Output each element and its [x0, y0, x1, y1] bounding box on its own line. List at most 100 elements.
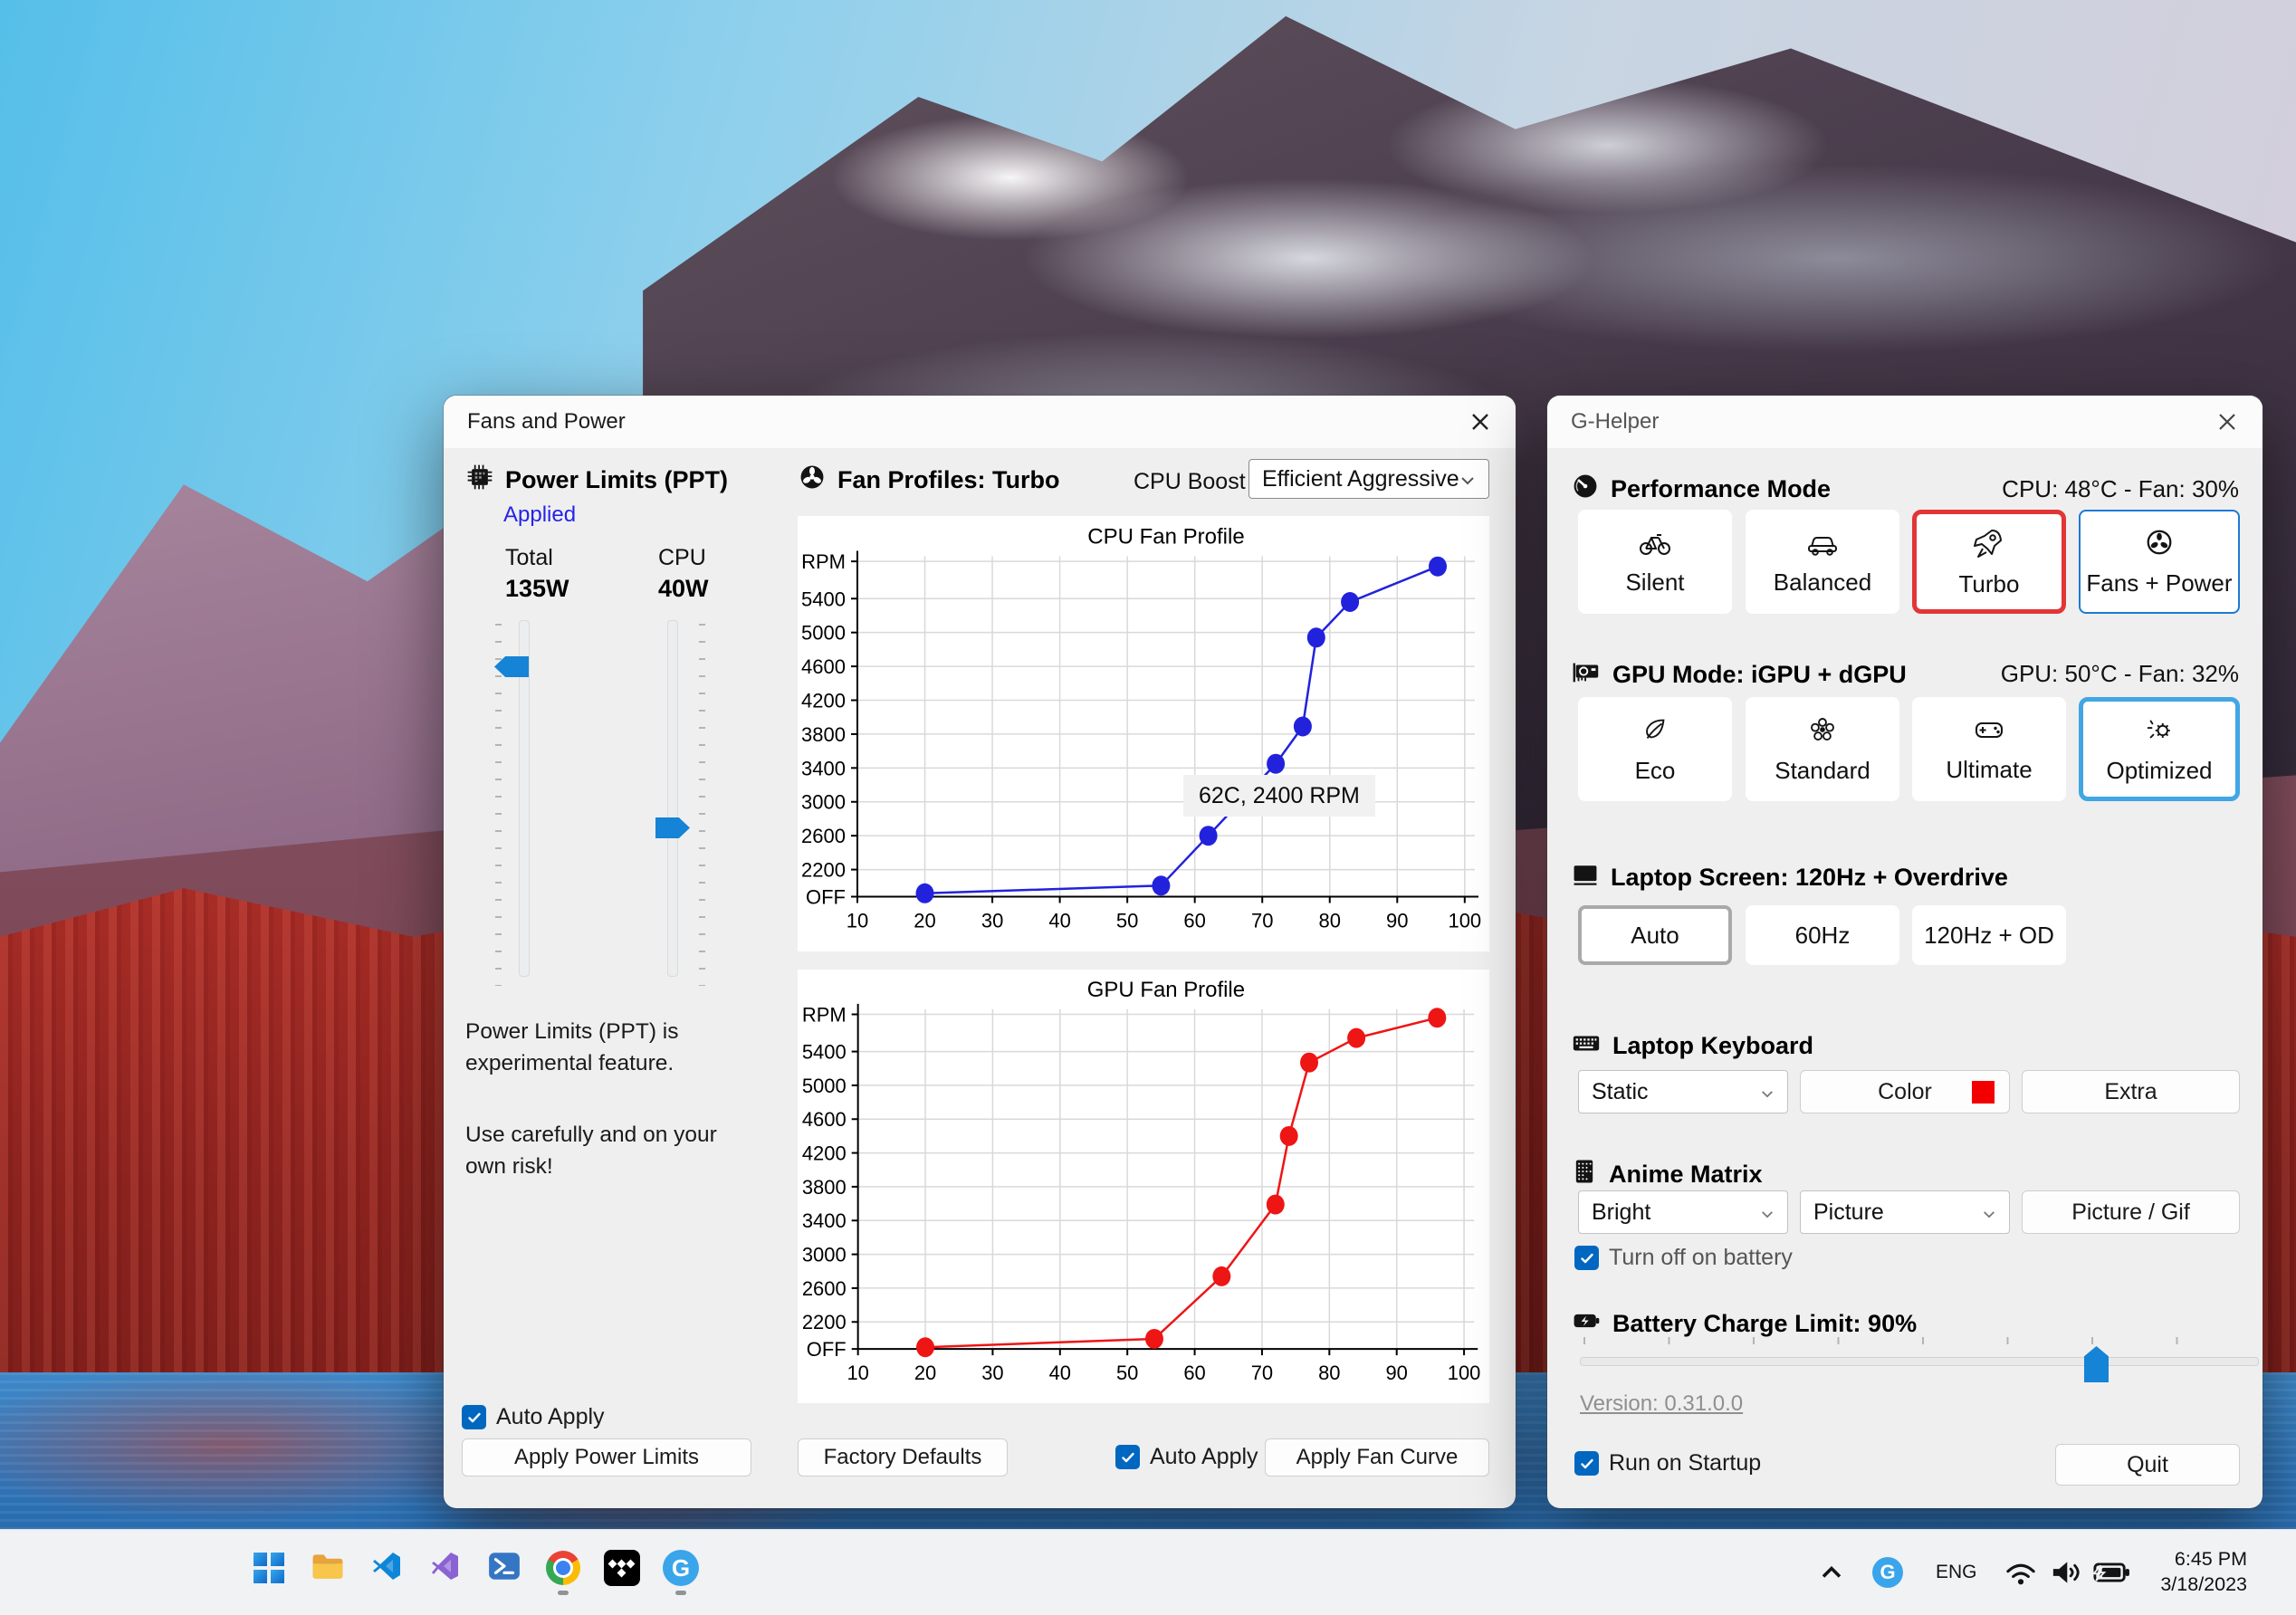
screen-option-60hz[interactable]: 60Hz — [1746, 905, 1899, 965]
mode-card-silent[interactable]: Silent — [1578, 510, 1732, 614]
svg-text:4200: 4200 — [802, 1142, 847, 1165]
mode-card-fans-power[interactable]: Fans + Power — [2079, 510, 2240, 614]
anime-matrix-header: Anime Matrix — [1571, 1157, 1763, 1192]
clock[interactable]: 6:45 PM 3/18/2023 — [2160, 1546, 2247, 1597]
battery-slider-thumb[interactable] — [2084, 1346, 2109, 1382]
close-icon[interactable] — [2212, 406, 2243, 437]
fans-window-titlebar[interactable]: Fans and Power — [444, 396, 1516, 448]
fans-and-power-window: Fans and Power Power Limits (PPT) Applie… — [444, 396, 1516, 1508]
keyboard-color-button[interactable]: Color — [1800, 1070, 2010, 1113]
svg-text:50: 50 — [1116, 910, 1138, 932]
power-auto-apply-label: Auto Apply — [496, 1404, 605, 1429]
svg-text:3000: 3000 — [802, 1244, 847, 1266]
start-button[interactable] — [240, 1539, 298, 1597]
volume-icon[interactable] — [2048, 1530, 2084, 1615]
power-limits-header: Power Limits (PPT) — [465, 463, 728, 498]
fan-auto-apply-row: Auto Apply — [1115, 1444, 1258, 1470]
svg-text:2200: 2200 — [801, 859, 846, 882]
version-link[interactable]: Version: 0.31.0.0 — [1580, 1391, 1744, 1416]
vscode-button[interactable] — [358, 1539, 416, 1597]
anime-brightness-select[interactable]: Bright — [1578, 1190, 1788, 1234]
svg-text:20: 20 — [914, 910, 935, 932]
gpu-card-ultimate[interactable]: Ultimate — [1912, 697, 2066, 801]
battery-tray-icon[interactable] — [2091, 1530, 2131, 1615]
svg-text:3400: 3400 — [802, 1209, 847, 1232]
powershell-button[interactable] — [475, 1539, 533, 1597]
total-slider-thumb[interactable] — [494, 656, 529, 677]
cpu-slider-track[interactable] — [667, 620, 678, 977]
svg-text:30: 30 — [981, 910, 1003, 932]
anime-mode-select[interactable]: Picture — [1800, 1190, 2010, 1234]
keyboard-mode-select[interactable]: Static — [1578, 1070, 1788, 1113]
total-slider-ticks — [495, 624, 502, 986]
svg-text:4600: 4600 — [801, 655, 846, 678]
mode-card-turbo[interactable]: Turbo — [1912, 510, 2066, 614]
battery-slider-track[interactable] — [1580, 1357, 2259, 1366]
g-helper-window: G-Helper Performance Mode CPU: 48°C - Fa… — [1547, 396, 2263, 1508]
powershell-icon — [487, 1549, 521, 1588]
fan-auto-apply-checkbox[interactable] — [1115, 1445, 1140, 1469]
cpu-value: 40W — [658, 575, 709, 602]
gpu-fan-chart[interactable]: 10 20 30 40 50 60 70 80 90 100 OFF 2200 2600 3000 3400… — [798, 970, 1489, 1403]
mode-card-balanced[interactable]: Balanced — [1746, 510, 1899, 614]
gpu-card-optimized[interactable]: Optimized — [2079, 697, 2240, 801]
cpu-boost-select[interactable]: Efficient Aggressive — [1248, 459, 1489, 499]
chrome-button[interactable] — [534, 1539, 592, 1597]
gauge-icon — [1571, 472, 1600, 507]
taskbar: G G ENG 6:45 PM 3/18/2023 — [0, 1529, 2296, 1615]
svg-text:40: 40 — [1049, 1362, 1071, 1384]
chevron-down-icon — [1982, 1199, 1996, 1226]
wifi-icon[interactable] — [2003, 1530, 2039, 1615]
svg-text:3800: 3800 — [801, 723, 846, 746]
screen-option-auto[interactable]: Auto — [1578, 905, 1732, 965]
total-slider-track[interactable] — [519, 620, 530, 977]
svg-text:100: 100 — [1448, 910, 1481, 932]
fans-window-title: Fans and Power — [467, 409, 626, 434]
svg-text:2600: 2600 — [801, 825, 846, 847]
apply-fan-curve-button[interactable]: Apply Fan Curve — [1265, 1438, 1489, 1476]
cpu-slider-ticks — [699, 624, 705, 986]
close-icon[interactable] — [1465, 406, 1496, 437]
applied-status[interactable]: Applied — [503, 502, 577, 527]
file-explorer-button[interactable] — [299, 1539, 357, 1597]
g-helper-tray-icon[interactable]: G — [1872, 1530, 1903, 1615]
gpu-temp-fan-status: GPU: 50°C - Fan: 32% — [2000, 660, 2239, 687]
visual-studio-icon — [429, 1550, 462, 1587]
tidal-button[interactable] — [593, 1539, 651, 1597]
svg-text:GPU Fan Profile: GPU Fan Profile — [1087, 978, 1245, 1002]
power-auto-apply-checkbox[interactable] — [462, 1405, 486, 1429]
gamepad-icon — [1972, 715, 2006, 749]
svg-text:OFF: OFF — [806, 886, 846, 909]
visual-studio-button[interactable] — [416, 1539, 474, 1597]
power-auto-apply-row: Auto Apply — [462, 1404, 605, 1430]
gpu-card-icon — [1571, 656, 1602, 693]
auto-optimize-icon — [2144, 714, 2175, 750]
svg-text:4600: 4600 — [802, 1108, 847, 1131]
svg-text:2200: 2200 — [802, 1311, 847, 1333]
flower-icon — [1807, 714, 1838, 750]
anime-picture-gif-button[interactable]: Picture / Gif — [2022, 1190, 2240, 1234]
fan-profiles-header: Fan Profiles: Turbo — [798, 463, 1060, 498]
factory-defaults-button[interactable]: Factory Defaults — [798, 1438, 1008, 1476]
fan-icon — [2144, 527, 2175, 562]
cpu-label: CPU — [658, 545, 706, 570]
keyboard-extra-button[interactable]: Extra — [2022, 1070, 2240, 1113]
svg-text:80: 80 — [1318, 1362, 1340, 1384]
apply-power-limits-button[interactable]: Apply Power Limits — [462, 1438, 751, 1476]
gpu-card-eco[interactable]: Eco — [1578, 697, 1732, 801]
turn-off-on-battery-checkbox[interactable] — [1574, 1246, 1599, 1270]
cpu-slider-thumb[interactable] — [655, 817, 690, 838]
g-helper-button[interactable]: G — [652, 1539, 710, 1597]
chrome-icon — [546, 1551, 580, 1585]
run-on-startup-checkbox[interactable] — [1574, 1451, 1599, 1476]
screen-option-120hz-od[interactable]: 120Hz + OD — [1912, 905, 2066, 965]
cpu-fan-chart[interactable]: 10 20 30 40 50 60 70 80 90 100 OFF 2200 2600 3000 3400… — [798, 516, 1489, 951]
svg-text:3800: 3800 — [802, 1176, 847, 1199]
svg-text:3400: 3400 — [801, 757, 846, 779]
quit-button[interactable]: Quit — [2055, 1444, 2240, 1486]
tray-chevron[interactable] — [1815, 1530, 1848, 1615]
gpu-card-standard[interactable]: Standard — [1746, 697, 1899, 801]
language-indicator[interactable]: ENG — [1936, 1562, 1977, 1582]
screen-icon — [1571, 860, 1600, 895]
ghelper-titlebar[interactable]: G-Helper — [1547, 396, 2263, 448]
